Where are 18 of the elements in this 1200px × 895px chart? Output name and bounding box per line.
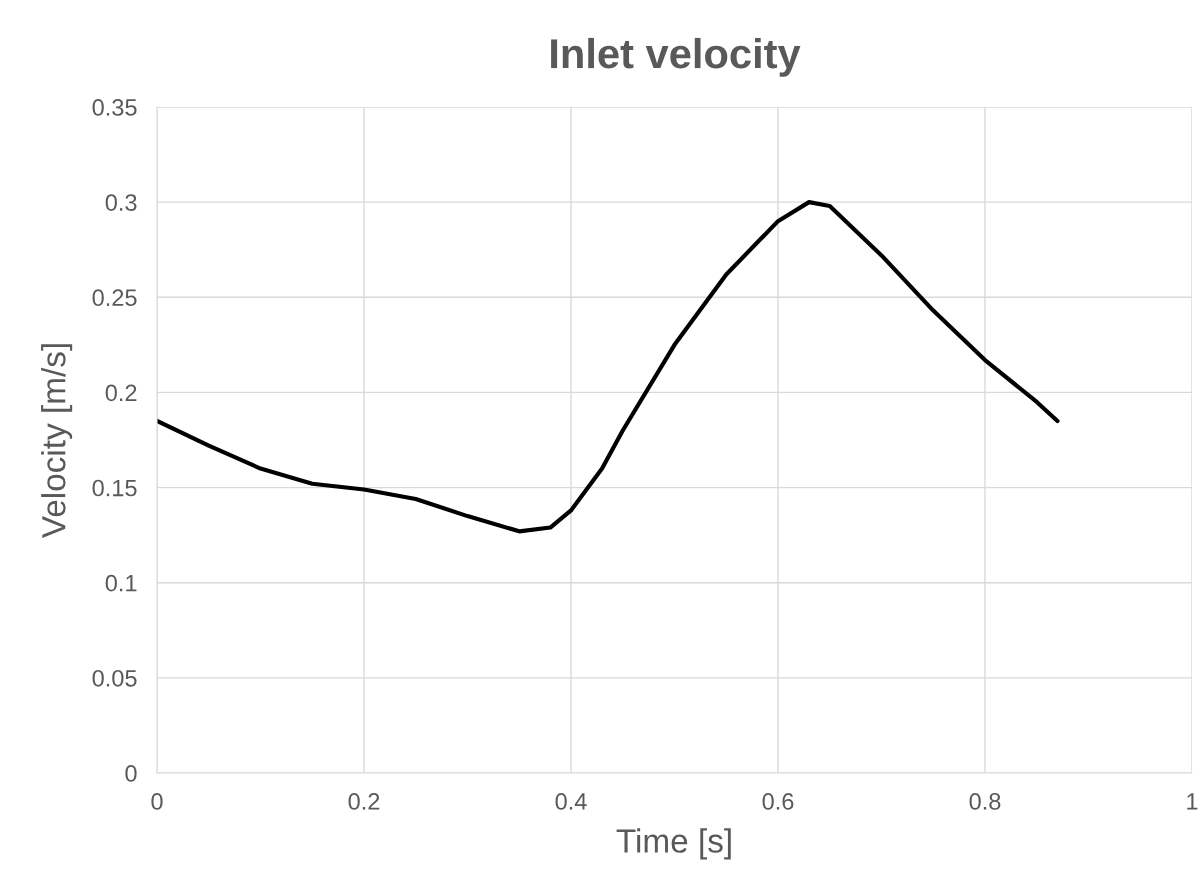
x-tick-label: 0.2	[348, 793, 380, 810]
x-tick-label: 0.6	[762, 793, 794, 810]
x-tick-label: 1	[1187, 793, 1198, 810]
y-tick-label: 0.1	[105, 574, 137, 592]
x-tick-label: 0	[151, 793, 163, 810]
chart-title: Inlet velocity	[551, 37, 801, 77]
y-tick-label: 0	[125, 765, 137, 782]
y-tick-label: 0.2	[105, 384, 137, 402]
x-axis-title: Time [s]	[616, 828, 731, 860]
y-tick-label: 0.3	[105, 194, 137, 211]
y-tick-label: 0.15	[92, 479, 137, 497]
x-tick-label: 0.4	[555, 793, 587, 810]
x-tick-label: 0.8	[969, 793, 1001, 810]
y-tick-label: 0.05	[92, 669, 137, 687]
y-tick-label: 0.35	[92, 99, 137, 116]
line-series	[157, 200, 1060, 534]
y-axis-title: Velocity [m/s]	[41, 344, 73, 539]
y-tick-label: 0.25	[92, 289, 137, 307]
